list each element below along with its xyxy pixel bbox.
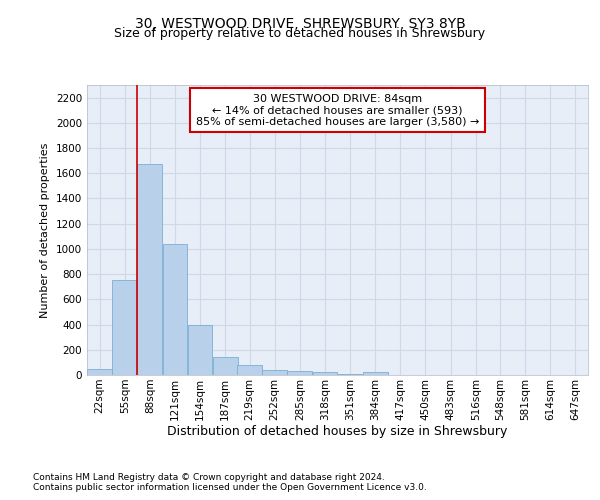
Text: Size of property relative to detached houses in Shrewsbury: Size of property relative to detached ho…	[115, 28, 485, 40]
Bar	[163, 244, 187, 375]
Bar	[338, 374, 362, 375]
Bar	[137, 164, 162, 375]
Bar	[363, 372, 388, 375]
Text: 30 WESTWOOD DRIVE: 84sqm
← 14% of detached houses are smaller (593)
85% of semi-: 30 WESTWOOD DRIVE: 84sqm ← 14% of detach…	[196, 94, 479, 127]
Bar	[188, 324, 212, 375]
Bar	[213, 356, 238, 375]
Text: Contains public sector information licensed under the Open Government Licence v3: Contains public sector information licen…	[33, 482, 427, 492]
X-axis label: Distribution of detached houses by size in Shrewsbury: Distribution of detached houses by size …	[167, 426, 508, 438]
Text: Contains HM Land Registry data © Crown copyright and database right 2024.: Contains HM Land Registry data © Crown c…	[33, 472, 385, 482]
Text: 30, WESTWOOD DRIVE, SHREWSBURY, SY3 8YB: 30, WESTWOOD DRIVE, SHREWSBURY, SY3 8YB	[134, 18, 466, 32]
Y-axis label: Number of detached properties: Number of detached properties	[40, 142, 50, 318]
Bar	[287, 371, 312, 375]
Bar	[313, 372, 337, 375]
Bar	[87, 368, 112, 375]
Bar	[262, 370, 287, 375]
Bar	[237, 365, 262, 375]
Bar	[112, 280, 137, 375]
